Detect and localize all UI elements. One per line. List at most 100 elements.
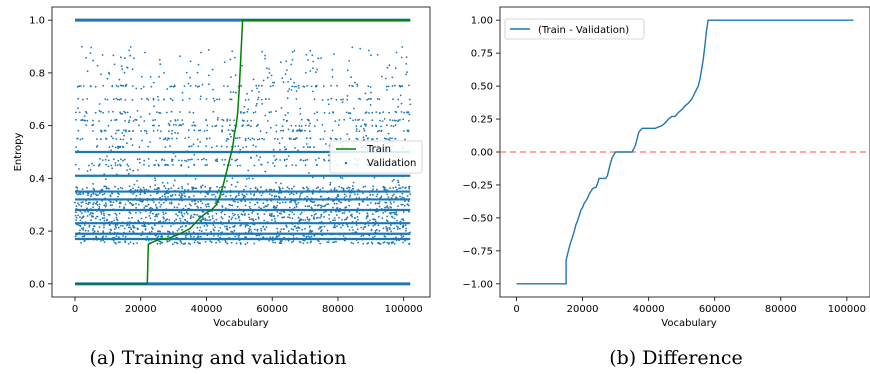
validation-point — [269, 222, 271, 225]
validation-point — [142, 85, 145, 88]
validation-point — [275, 130, 278, 133]
validation-point — [352, 181, 355, 184]
validation-point — [156, 236, 159, 239]
validation-point — [117, 85, 120, 88]
validation-point — [289, 222, 292, 225]
validation-point — [253, 193, 256, 196]
validation-point — [271, 219, 273, 221]
validation-point — [148, 165, 150, 167]
validation-point — [284, 148, 286, 151]
validation-point — [406, 111, 408, 114]
validation-point — [389, 119, 391, 121]
validation-point — [114, 212, 117, 215]
validation-point — [249, 187, 252, 190]
validation-point — [231, 216, 234, 219]
validation-point — [321, 187, 324, 190]
validation-point — [207, 74, 210, 77]
validation-point — [397, 205, 399, 208]
validation-point — [184, 189, 186, 191]
validation-point — [189, 60, 192, 63]
validation-point — [402, 118, 404, 121]
validation-point — [226, 225, 228, 228]
validation-point — [391, 216, 394, 219]
validation-point — [116, 98, 119, 101]
validation-point — [380, 75, 383, 78]
validation-point — [341, 224, 344, 227]
validation-point — [163, 193, 166, 196]
validation-point — [214, 202, 217, 204]
validation-point — [170, 201, 173, 204]
validation-point — [105, 235, 107, 238]
validation-point — [235, 91, 237, 94]
validation-point — [232, 91, 235, 93]
validation-point — [233, 224, 236, 227]
validation-point — [297, 84, 300, 87]
y-tick-label: 0.8 — [29, 68, 45, 79]
validation-point — [315, 164, 318, 166]
validation-point — [393, 222, 396, 225]
validation-point — [330, 97, 333, 100]
validation-point — [337, 124, 340, 126]
validation-point — [393, 119, 396, 122]
x-tick-label: 40000 — [191, 304, 223, 315]
validation-point — [129, 212, 132, 215]
validation-point — [189, 85, 192, 87]
validation-point — [147, 189, 150, 192]
validation-point — [216, 98, 218, 101]
validation-point — [92, 227, 95, 230]
validation-point — [201, 158, 203, 161]
y-tick-label: 0.4 — [29, 174, 45, 185]
validation-point — [318, 157, 320, 160]
validation-point — [353, 193, 356, 196]
validation-point — [260, 84, 263, 87]
validation-point — [180, 159, 183, 162]
validation-point — [156, 129, 159, 132]
validation-point — [136, 242, 139, 244]
validation-point — [143, 198, 146, 201]
validation-point — [153, 105, 155, 107]
validation-point — [187, 129, 190, 132]
validation-point — [165, 219, 168, 221]
validation-point — [241, 213, 244, 216]
validation-point — [381, 217, 384, 220]
validation-point — [87, 203, 90, 206]
validation-point — [128, 49, 131, 52]
validation-point — [141, 224, 144, 227]
validation-point — [129, 198, 132, 201]
validation-point — [154, 184, 157, 187]
validation-point — [115, 235, 118, 238]
validation-point — [237, 192, 240, 195]
validation-point — [117, 129, 120, 132]
validation-point — [368, 191, 371, 194]
validation-point — [150, 85, 153, 88]
validation-point — [291, 51, 294, 53]
validation-point — [270, 215, 273, 218]
validation-point — [189, 158, 192, 161]
validation-point — [263, 206, 265, 209]
validation-point — [275, 181, 277, 184]
validation-point — [120, 225, 122, 227]
validation-point — [181, 187, 184, 190]
validation-point — [161, 195, 164, 198]
validation-point — [191, 158, 193, 161]
validation-point — [317, 239, 319, 242]
validation-point — [253, 194, 255, 197]
validation-point — [121, 68, 124, 70]
validation-point — [168, 219, 171, 221]
validation-point — [180, 165, 183, 167]
y-tick-label: 0.0 — [29, 279, 45, 290]
validation-point — [264, 170, 267, 173]
validation-point — [383, 118, 386, 120]
validation-point — [244, 139, 247, 142]
validation-point — [389, 201, 392, 203]
validation-point — [136, 180, 139, 182]
validation-point — [309, 236, 311, 239]
validation-point — [158, 164, 160, 167]
validation-point — [299, 113, 302, 115]
validation-point — [199, 219, 202, 222]
validation-point — [215, 218, 218, 221]
validation-point — [391, 137, 393, 140]
validation-point — [292, 208, 294, 211]
validation-point — [398, 184, 400, 187]
validation-point — [392, 125, 395, 128]
